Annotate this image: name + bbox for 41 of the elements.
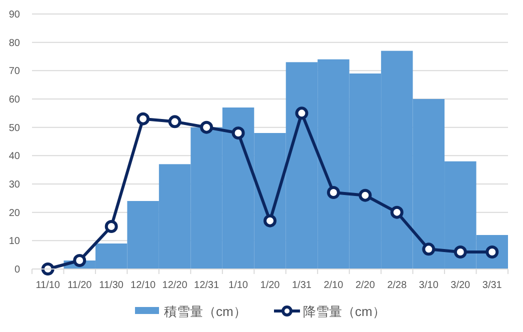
point	[168, 115, 182, 128]
point	[136, 112, 150, 126]
legend-label: 降雪量（cm）	[303, 304, 386, 319]
point	[73, 254, 86, 267]
x-tick-label: 1/31	[292, 280, 312, 291]
x-tick-label: 3/31	[482, 280, 502, 291]
point	[264, 214, 276, 228]
legend-label: 積雪量（cm）	[164, 304, 246, 319]
y-tick-label: 10	[8, 236, 20, 248]
point	[422, 242, 436, 256]
point	[232, 126, 245, 140]
point	[104, 220, 118, 233]
point	[358, 188, 372, 202]
x-tick-label: 11/20	[67, 280, 92, 291]
x-tick-label: 2/20	[355, 280, 376, 291]
x-tick-label: 2/28	[387, 280, 408, 291]
x-tick-label: 12/31	[194, 280, 220, 291]
y-tick-label: 90	[8, 10, 20, 20]
point	[454, 246, 467, 258]
point	[390, 206, 404, 219]
y-tick-label: 0	[14, 264, 20, 276]
x-tick-label: 11/10	[36, 280, 60, 291]
x-tick-label: 2/10	[324, 280, 344, 291]
x-tick-label: 12/10	[130, 280, 156, 291]
x-tick-label: 1/10	[228, 280, 248, 291]
x-tick-label: 1/20	[260, 280, 280, 291]
x-tick-label: 3/10	[418, 280, 439, 291]
y-tick-label: 60	[8, 94, 20, 106]
point	[295, 106, 308, 120]
point	[326, 186, 340, 199]
y-tick-label: 70	[8, 66, 20, 78]
y-tick-label: 40	[8, 151, 20, 162]
y-tick-label: 30	[8, 180, 20, 190]
point	[41, 262, 54, 276]
y-tick-label: 50	[8, 122, 20, 134]
x-tick-label: 3/20	[450, 280, 471, 291]
y-tick-label: 20	[8, 208, 20, 219]
x-tick-label: 12/20	[162, 280, 188, 291]
x-tick-label: 11/30	[99, 280, 124, 291]
point	[200, 120, 214, 134]
y-tick-label: 80	[8, 38, 20, 49]
